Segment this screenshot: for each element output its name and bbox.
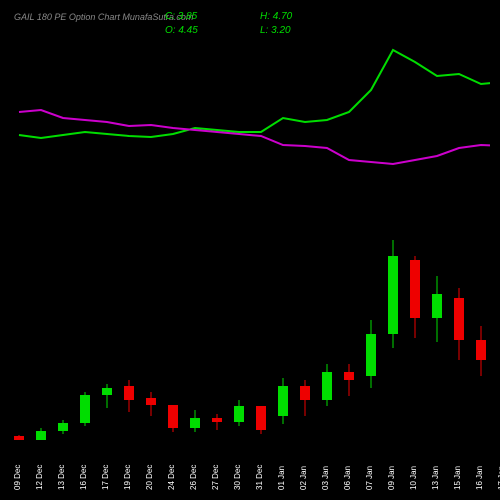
x-axis-label: 06 Jan	[343, 466, 352, 490]
x-axis-label: 02 Jan	[299, 466, 308, 490]
chart-svg	[10, 40, 490, 440]
candle-body	[344, 372, 354, 380]
x-axis-label: 31 Dec	[255, 465, 264, 490]
indicator-line-1	[19, 50, 490, 138]
x-axis-label: 15 Jan	[453, 466, 462, 490]
x-axis-label: 09 Jan	[387, 466, 396, 490]
candle-body	[322, 372, 332, 400]
candle-body	[454, 298, 464, 340]
x-axis-label: 26 Dec	[189, 465, 198, 490]
x-axis-label: 24 Dec	[167, 465, 176, 490]
x-axis-label: 16 Dec	[79, 465, 88, 490]
candle-body	[256, 406, 266, 430]
candle-body	[234, 406, 244, 422]
x-axis-label: 07 Jan	[365, 466, 374, 490]
candle-body	[58, 423, 68, 431]
candle-body	[190, 418, 200, 428]
ohlc-o: O: 4.45	[165, 24, 235, 38]
candle-body	[300, 386, 310, 400]
candle-body	[212, 418, 222, 422]
ohlc-h: H: 4.70	[260, 10, 330, 24]
indicator-line-2	[19, 110, 490, 164]
x-axis-label: 01 Jan	[277, 466, 286, 490]
x-axis-labels: 09 Dec 12 Dec 13 Dec 16 Dec 17 Dec 19 Dec 20 D…	[10, 442, 490, 492]
candle-body	[278, 386, 288, 416]
x-axis-label: 19 Dec	[123, 465, 132, 490]
ohlc-c: C: 3.85	[165, 10, 235, 24]
chart-area	[10, 40, 490, 440]
x-axis-label: 17 Dec	[101, 465, 110, 490]
candle-body	[102, 388, 112, 395]
candle-body	[36, 431, 46, 440]
x-axis-label: 13 Jan	[431, 466, 440, 490]
ohlc-col1: C: 3.85 O: 4.45	[165, 10, 235, 38]
candle-body	[146, 398, 156, 405]
candle-body	[410, 260, 420, 318]
x-axis-label: 27 Dec	[211, 465, 220, 490]
candle-body	[168, 405, 178, 428]
ohlc-l: L: 3.20	[260, 24, 330, 38]
x-axis-label: 03 Jan	[321, 466, 330, 490]
x-axis-label: 09 Dec	[13, 465, 22, 490]
x-axis-label: 10 Jan	[409, 466, 418, 490]
candle-body	[124, 386, 134, 400]
x-axis-label: 13 Dec	[57, 465, 66, 490]
candle-body	[80, 395, 90, 423]
x-axis-label: 12 Dec	[35, 465, 44, 490]
x-axis-label: 16 Jan	[475, 466, 484, 490]
x-axis-label: 30 Dec	[233, 465, 242, 490]
ohlc-col2: H: 4.70 L: 3.20	[260, 10, 330, 38]
candle-body	[388, 256, 398, 334]
candle-body	[476, 340, 486, 360]
candle-body	[366, 334, 376, 376]
candle-body	[432, 294, 442, 318]
candle-body	[14, 436, 24, 440]
x-axis-label: 20 Dec	[145, 465, 154, 490]
